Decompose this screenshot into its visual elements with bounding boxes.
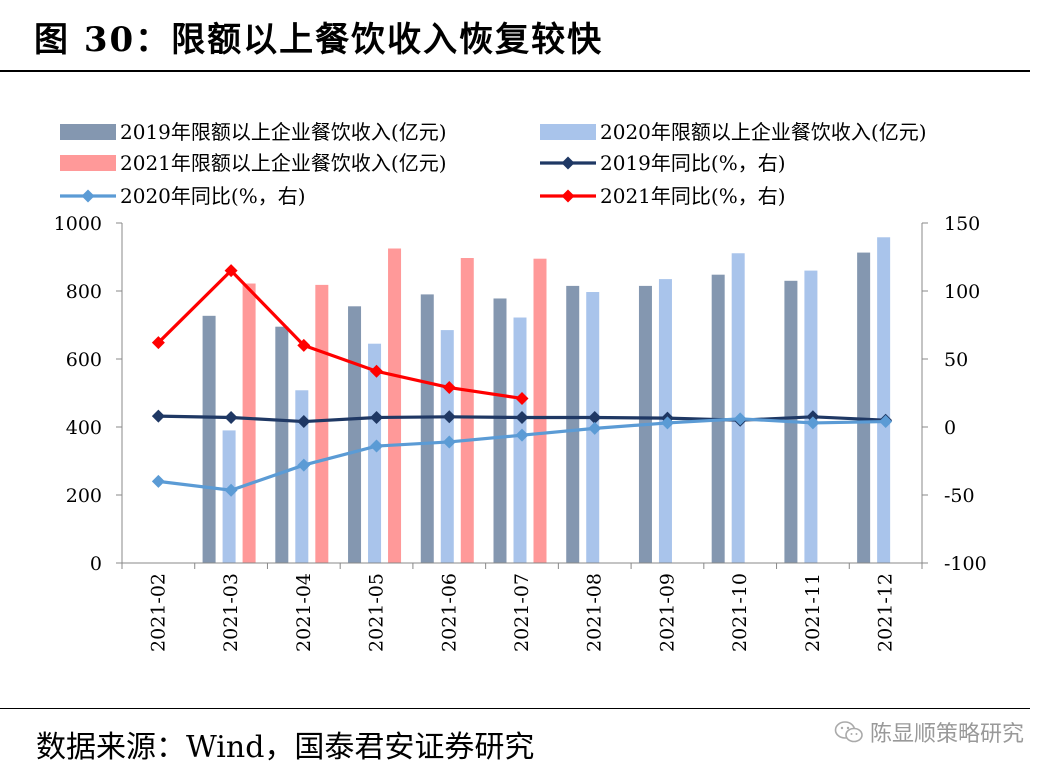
bar (202, 315, 216, 563)
watermark-text: 陈显顺策略研究 (869, 722, 1024, 747)
chart: 2019年限额以上企业餐饮收入(亿元) 2020年限额以上企业餐饮收入(亿元) 20… (54, 120, 987, 652)
legend-swatch (540, 124, 596, 140)
legend-label: 2020年同比(%，右) (120, 184, 306, 208)
x-tick-label: 2021-05 (366, 573, 388, 652)
bar (315, 284, 329, 563)
line-marker (561, 156, 575, 170)
legend-item: 2019年同比(%，右) (540, 151, 786, 175)
x-tick-label: 2021-10 (729, 573, 751, 652)
line-marker (879, 415, 893, 429)
title-rule (0, 70, 1030, 72)
line-marker (515, 391, 529, 405)
line-marker (442, 410, 456, 424)
line-marker (370, 364, 384, 378)
y-right-tick-label: 0 (944, 417, 956, 439)
bar (566, 285, 580, 563)
x-tick-label: 2021-09 (656, 573, 678, 652)
source-note: 数据来源：Wind，国泰君安证券研究 (36, 730, 535, 765)
line-marker (151, 409, 165, 423)
y-right-tick-label: -50 (944, 485, 975, 507)
line-marker (151, 474, 165, 488)
y-left-tick-label: 600 (66, 349, 102, 371)
line-marker (370, 439, 384, 453)
line-marker (224, 483, 238, 497)
bar (275, 326, 289, 563)
legend: 2019年限额以上企业餐饮收入(亿元) 2020年限额以上企业餐饮收入(亿元) 20… (60, 120, 927, 208)
source-rule (0, 708, 1030, 709)
bar (877, 237, 891, 563)
x-tick-label: 2021-12 (875, 573, 897, 652)
line-marker (297, 338, 311, 352)
line-marker (588, 410, 602, 424)
x-tick-label: 2021-04 (293, 573, 315, 652)
bar (460, 258, 474, 563)
line-marker (515, 410, 529, 424)
wechat-icon (834, 721, 863, 743)
bar (857, 252, 871, 563)
x-tick-label: 2021-08 (584, 573, 606, 652)
y-right-tick-label: 100 (944, 281, 980, 303)
line-marker (224, 264, 238, 278)
page-title: 图 30：限额以上餐饮收入恢复较快 (34, 20, 604, 60)
bar (348, 306, 362, 563)
x-tick-label: 2021-11 (802, 573, 824, 652)
bars-layer (202, 237, 891, 563)
line-marker (588, 421, 602, 435)
legend-label: 2019年同比(%，右) (600, 151, 786, 175)
x-tick-label: 2021-02 (147, 573, 169, 652)
legend-label: 2021年同比(%，右) (600, 184, 786, 208)
bar (440, 330, 454, 563)
y-right-tick-label: 150 (944, 213, 980, 235)
legend-item: 2021年同比(%，右) (540, 184, 786, 208)
bar (388, 248, 402, 563)
bar (493, 298, 507, 563)
bar (242, 283, 256, 563)
line-marker (660, 416, 674, 430)
axes-layer: 0 200 400 600 800 1000 -100 -50 0 50 100 150 2021-02… (54, 213, 987, 652)
legend-item: 2019年限额以上企业餐饮收入(亿元) (60, 120, 447, 144)
line-marker (561, 189, 575, 203)
line-marker (733, 412, 747, 426)
bar (368, 343, 382, 563)
lines-layer (151, 264, 893, 497)
legend-item: 2020年限额以上企业餐饮收入(亿元) (540, 120, 927, 144)
line-marker (297, 458, 311, 472)
x-tick-label: 2021-06 (438, 573, 460, 652)
line-marker (442, 381, 456, 395)
y-left-tick-label: 200 (66, 485, 102, 507)
line-marker (515, 428, 529, 442)
legend-item: 2020年同比(%，右) (60, 184, 306, 208)
y-left-tick-label: 800 (66, 281, 102, 303)
legend-item: 2021年限额以上企业餐饮收入(亿元) (60, 151, 447, 175)
legend-label: 2019年限额以上企业餐饮收入(亿元) (120, 120, 447, 144)
line-marker (81, 189, 95, 203)
y-left-tick-label: 0 (90, 553, 102, 575)
y-right-tick-label: -100 (944, 553, 987, 575)
line-marker (297, 415, 311, 429)
line-marker (224, 410, 238, 424)
line-marker (442, 435, 456, 449)
bar (513, 317, 527, 563)
y-left-tick-label: 1000 (54, 213, 102, 235)
bar (420, 294, 434, 563)
watermark: 陈显顺策略研究 (834, 716, 1024, 748)
bar (533, 258, 547, 563)
line-marker (370, 410, 384, 424)
line-marker (151, 336, 165, 350)
bar (295, 390, 309, 563)
legend-swatch (60, 124, 116, 140)
y-right-tick-label: 50 (944, 349, 968, 371)
line-marker (806, 416, 820, 430)
bar (222, 430, 236, 563)
legend-swatch (60, 155, 116, 171)
bar (731, 253, 745, 563)
y-left-tick-label: 400 (66, 417, 102, 439)
legend-label: 2020年限额以上企业餐饮收入(亿元) (600, 120, 927, 144)
x-tick-label: 2021-03 (220, 573, 242, 652)
x-tick-label: 2021-07 (511, 573, 533, 652)
series-line (157, 268, 523, 401)
legend-label: 2021年限额以上企业餐饮收入(亿元) (120, 151, 447, 175)
